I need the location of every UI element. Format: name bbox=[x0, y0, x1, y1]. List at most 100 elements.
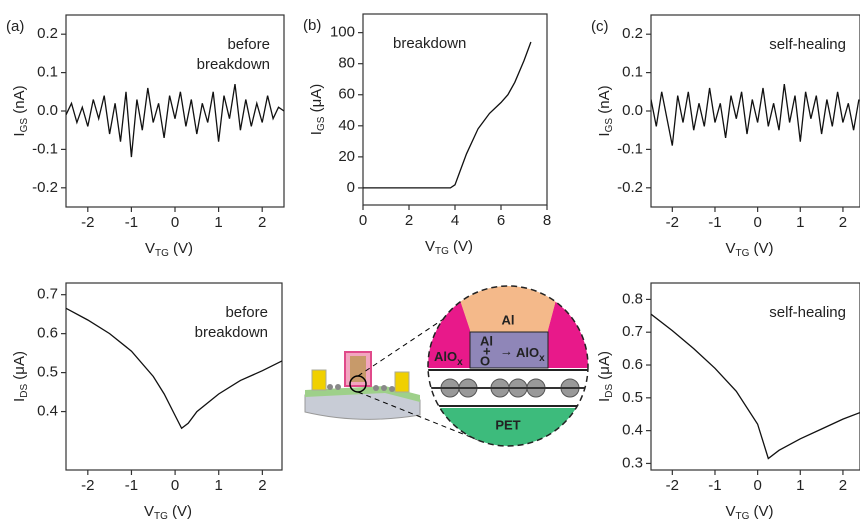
plot-frame bbox=[65, 282, 283, 471]
axis-title-part: (nA) bbox=[596, 85, 613, 118]
electrode bbox=[311, 369, 327, 391]
axis-title-part: (μA) bbox=[11, 351, 28, 384]
axis-title-part: (nA) bbox=[11, 85, 28, 118]
layer-label: Al bbox=[502, 312, 515, 327]
y-tick-label: 0.6 bbox=[37, 325, 58, 342]
x-tick-label: 0 bbox=[171, 477, 179, 494]
zoom-view bbox=[428, 286, 588, 446]
y-tick-label: 0.3 bbox=[622, 454, 643, 471]
axis-title: VTG (V) bbox=[725, 503, 773, 520]
zoom-border bbox=[427, 285, 589, 447]
y-tick-label: 0.5 bbox=[37, 364, 58, 381]
y-tick-label: 0.2 bbox=[37, 25, 58, 42]
x-tick-label: -2 bbox=[666, 477, 679, 494]
x-tick-label: -2 bbox=[81, 477, 94, 494]
axis-title-sub: GS bbox=[316, 116, 327, 131]
axis-title-sub: TG bbox=[435, 246, 449, 257]
axis-title-part: (V) bbox=[168, 503, 192, 520]
reaction-label: AlOx bbox=[516, 345, 545, 363]
axis-title-part: V bbox=[725, 240, 735, 257]
axis-title-part: (V) bbox=[169, 240, 193, 257]
x-tick-label: -1 bbox=[125, 477, 138, 494]
y-tick-label: 0.7 bbox=[622, 323, 643, 340]
x-tick-label: 0 bbox=[171, 214, 179, 231]
data-line bbox=[651, 313, 860, 460]
x-tick-label: -1 bbox=[708, 214, 721, 231]
y-tick-label: -0.1 bbox=[32, 140, 58, 157]
axis-title: VTG (V) bbox=[725, 240, 773, 259]
x-tick-label: 2 bbox=[839, 477, 847, 494]
data-line bbox=[66, 307, 282, 430]
x-tick-label: 2 bbox=[258, 214, 266, 231]
x-tick-label: -2 bbox=[81, 214, 94, 231]
axis-title-part: V bbox=[725, 503, 735, 520]
x-tick-label: -1 bbox=[708, 477, 721, 494]
axis-title-part: I bbox=[596, 132, 613, 136]
reaction-sub: x bbox=[539, 353, 545, 364]
axis-title-part: (V) bbox=[449, 238, 473, 255]
y-tick-label: 0.4 bbox=[622, 422, 643, 439]
y-tick-label: -0.1 bbox=[617, 140, 643, 157]
annotation: breakdown bbox=[393, 35, 466, 52]
reaction-label: → bbox=[500, 343, 513, 358]
x-tick-label: 1 bbox=[796, 477, 804, 494]
axis-title: IDS (μA) bbox=[596, 351, 615, 402]
x-tick-label: 1 bbox=[214, 214, 222, 231]
axis-title: IGS (μA) bbox=[308, 84, 327, 135]
axis-title-sub: GS bbox=[604, 118, 615, 133]
x-tick-label: 2 bbox=[258, 477, 266, 494]
layer-label: PET bbox=[495, 417, 520, 432]
panel-label: (a) bbox=[6, 18, 24, 35]
x-tick-label: 8 bbox=[543, 212, 551, 229]
y-tick-label: 0.7 bbox=[37, 286, 58, 303]
axis-title-sub: DS bbox=[604, 384, 615, 398]
annotation: self-healing bbox=[769, 304, 846, 321]
x-tick-label: 2 bbox=[405, 212, 413, 229]
axis-title-part: (V) bbox=[749, 503, 773, 520]
y-tick-label: 100 bbox=[330, 24, 355, 41]
y-tick-label: 0.1 bbox=[37, 64, 58, 81]
y-tick-label: 60 bbox=[338, 86, 355, 103]
axis-title-sub: TG bbox=[735, 511, 749, 520]
axis-title-part: V bbox=[145, 240, 155, 257]
y-tick-label: -0.2 bbox=[617, 179, 643, 196]
y-tick-label: 0 bbox=[347, 179, 355, 196]
x-tick-label: 2 bbox=[839, 214, 847, 231]
y-tick-label: 20 bbox=[338, 148, 355, 165]
axis-title: VTG (V) bbox=[425, 238, 473, 257]
axis-title: IGS (nA) bbox=[596, 85, 615, 136]
gate-metal bbox=[350, 356, 366, 382]
annotation: self-healing bbox=[769, 36, 846, 53]
reaction-label: + bbox=[483, 343, 491, 358]
reaction-main: AlO bbox=[516, 345, 539, 360]
y-tick-label: -0.2 bbox=[32, 179, 58, 196]
x-tick-label: -1 bbox=[125, 214, 138, 231]
axis-title-part: (μA) bbox=[308, 84, 325, 117]
y-tick-label: 0.4 bbox=[37, 403, 58, 420]
layer-label-main: AlO bbox=[434, 349, 457, 364]
plot-frame bbox=[650, 282, 860, 471]
x-tick-label: -2 bbox=[666, 214, 679, 231]
annotation: breakdown bbox=[197, 56, 270, 73]
x-tick-label: 0 bbox=[753, 214, 761, 231]
axis-title-sub: TG bbox=[735, 248, 749, 259]
axis-title-sub: DS bbox=[19, 384, 30, 398]
y-tick-label: 0.6 bbox=[622, 356, 643, 373]
chart-panel: -2 -1 0 1 2 0.3 0.4 0.5 0.6 0.7 0.8 VTG (V) IDS (μA)… bbox=[596, 282, 860, 520]
substrate bbox=[304, 389, 421, 420]
axis-title-part: I bbox=[596, 398, 613, 402]
axis-title: VTG (V) bbox=[144, 503, 192, 520]
reaction-label: Al bbox=[480, 333, 493, 348]
axis-title-part: (V) bbox=[749, 240, 773, 257]
axis-title: IGS (nA) bbox=[11, 85, 30, 136]
axis-title-part: V bbox=[425, 238, 435, 255]
x-tick-label: 0 bbox=[753, 477, 761, 494]
axis-title: IDS (μA) bbox=[11, 351, 30, 402]
zoom-line bbox=[357, 391, 479, 441]
axis-title-part: I bbox=[11, 398, 28, 402]
axis-title-part: I bbox=[308, 131, 325, 135]
y-tick-label: 0.1 bbox=[622, 64, 643, 81]
layer-label: AlOx bbox=[434, 349, 463, 367]
